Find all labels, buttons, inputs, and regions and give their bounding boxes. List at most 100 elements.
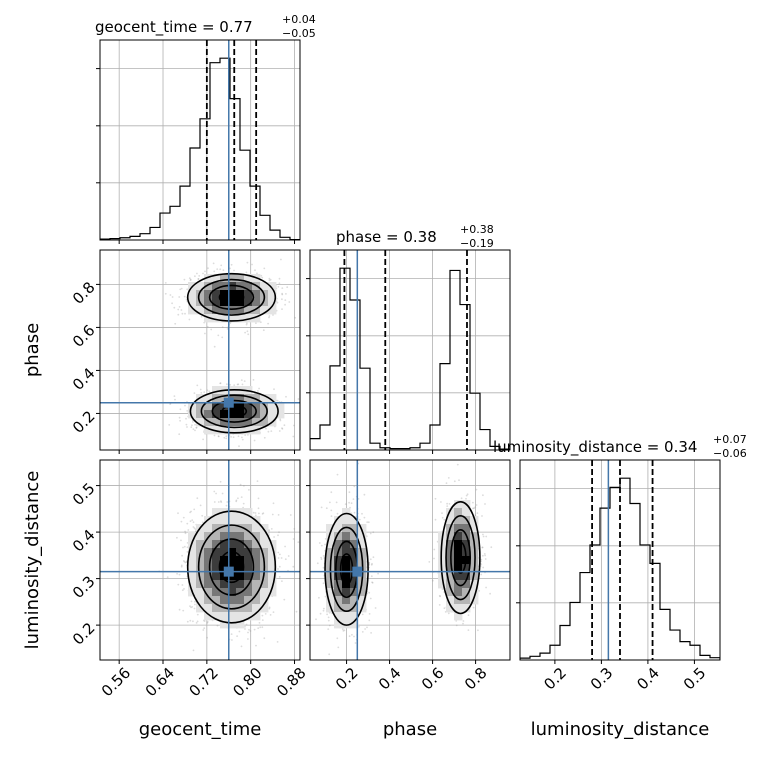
- scatter-panel-geocent-time-vs-luminosity-distance-point-0-1174: [191, 601, 193, 603]
- hist-panel-phase: [306, 250, 510, 454]
- scatter-panel-geocent-time-vs-luminosity-distance-point-0-1530: [179, 609, 181, 611]
- scatter-panel-geocent-time-vs-phase-point-0-203: [261, 277, 263, 279]
- scatter-panel-geocent-time-vs-phase-point-0-102: [184, 313, 186, 315]
- scatter-panel-phase-vs-luminosity-distance-point-0-125: [329, 502, 331, 504]
- scatter-panel-geocent-time-vs-phase-point-1-164: [292, 436, 294, 438]
- scatter-panel-geocent-time-vs-phase-point-0-114: [223, 269, 225, 271]
- scatter-panel-geocent-time-vs-phase-point-0-463: [204, 333, 206, 335]
- scatter-panel-phase-vs-luminosity-distance-point-1-121: [477, 512, 479, 514]
- scatter-panel-geocent-time-vs-luminosity-distance-point-0-235: [248, 629, 250, 631]
- scatter-panel-geocent-time-vs-phase-point-0-581: [204, 271, 206, 273]
- scatter-panel-geocent-time-vs-phase-point-0-656: [184, 296, 186, 298]
- scatter-panel-geocent-time-vs-luminosity-distance-point-0-1079: [253, 512, 255, 514]
- scatter-panel-geocent-time-vs-luminosity-distance-point-0-366: [194, 604, 196, 606]
- scatter-panel-geocent-time-vs-phase-point-0-201: [277, 302, 279, 304]
- scatter-panel-geocent-time-vs-phase-point-1-280: [174, 399, 176, 401]
- scatter-panel-phase-vs-luminosity-distance-point-0-587: [349, 635, 351, 637]
- scatter-panel-geocent-time-vs-phase-truth-marker: [224, 398, 234, 408]
- scatter-panel-geocent-time-vs-phase-point-0-770: [210, 329, 212, 331]
- title-luminosity-distance-minus: −0.06: [713, 447, 747, 460]
- scatter-panel-geocent-time-vs-phase-point-0-364: [281, 298, 283, 300]
- scatter-panel-geocent-time-vs-luminosity-distance-cell-17-7: [236, 516, 244, 524]
- scatter-panel-geocent-time-vs-luminosity-distance-point-0-718: [226, 505, 228, 507]
- scatter-panel-geocent-time-vs-phase-point-1-389: [230, 436, 232, 438]
- scatter-panel-geocent-time-vs-phase-point-0-368: [194, 275, 196, 277]
- scatter-panel-geocent-time-vs-luminosity-distance-point-0-72: [239, 631, 241, 633]
- scatter-panel-geocent-time-vs-luminosity-distance-point-0-1107: [243, 503, 245, 505]
- scatter-panel-phase-vs-luminosity-distance-point-0-549: [353, 486, 355, 488]
- scatter-panel-geocent-time-vs-phase-point-1-782: [200, 389, 202, 391]
- scatter-panel-geocent-time-vs-luminosity-distance-point-0-207: [278, 531, 280, 533]
- scatter-panel-geocent-time-vs-luminosity-distance-point-0-1003: [182, 610, 184, 612]
- scatter-panel-geocent-time-vs-luminosity-distance-point-0-1112: [277, 641, 279, 643]
- scatter-panel-geocent-time-vs-luminosity-distance-point-0-1288: [181, 555, 183, 557]
- scatter-panel-geocent-time-vs-phase-density: [188, 274, 284, 434]
- scatter-panel-phase-vs-luminosity-distance-point-0-761: [371, 564, 373, 566]
- scatter-panel-geocent-time-vs-luminosity-distance-cell-13-8: [204, 524, 212, 532]
- scatter-panel-phase-vs-luminosity-distance-point-0-812: [348, 502, 350, 504]
- scatter-panel-geocent-time-vs-phase-point-1-796: [233, 384, 235, 386]
- scatter-panel-geocent-time-vs-phase-point-1-777: [237, 383, 239, 385]
- scatter-panel-geocent-time-vs-luminosity-distance-truth-marker: [224, 567, 234, 577]
- scatter-panel-geocent-time-vs-phase-point-1-813: [194, 392, 196, 394]
- y-axis-label-luminosity-distance: luminosity_distance: [22, 471, 43, 650]
- scatter-panel-geocent-time-vs-phase-point-1-789: [279, 418, 281, 420]
- title-luminosity-distance-plus: +0.07: [713, 433, 747, 446]
- scatter-panel-geocent-time-vs-phase-point-0-891: [280, 259, 282, 261]
- scatter-panel-geocent-time-vs-phase-point-0-198: [279, 278, 281, 280]
- scatter-panel-geocent-time-vs-phase-point-1-730: [258, 388, 260, 390]
- scatter-panel-geocent-time-vs-luminosity-distance-point-0-1024: [179, 574, 181, 576]
- scatter-panel-geocent-time-vs-phase-point-0-247: [260, 275, 262, 277]
- scatter-panel-geocent-time-vs-phase-point-0-310: [246, 272, 248, 274]
- scatter-panel-geocent-time-vs-luminosity-distance-cell-19-15: [252, 580, 260, 588]
- scatter-panel-geocent-time-vs-luminosity-distance-point-0-1169: [258, 513, 260, 515]
- scatter-panel-geocent-time-vs-luminosity-distance-point-0-399: [243, 485, 245, 487]
- scatter-panel-geocent-time-vs-luminosity-distance-point-0-415: [288, 555, 290, 557]
- scatter-panel-phase-vs-luminosity-distance: [306, 460, 510, 664]
- scatter-panel-phase-vs-luminosity-distance-point-0-310: [362, 631, 364, 633]
- scatter-panel-geocent-time-vs-phase-point-0-762: [285, 293, 287, 295]
- scatter-panel-geocent-time-vs-phase-point-0-121: [267, 323, 269, 325]
- scatter-panel-geocent-time-vs-luminosity-distance-point-0-858: [271, 528, 273, 530]
- scatter-panel-geocent-time-vs-phase-point-0-42: [220, 265, 222, 267]
- scatter-panel-phase-vs-luminosity-distance-point-0-741: [323, 567, 325, 569]
- scatter-panel-geocent-time-vs-phase-point-1-400: [257, 390, 259, 392]
- scatter-panel-geocent-time-vs-luminosity-distance-cell-14-17: [212, 596, 220, 604]
- scatter-panel-geocent-time-vs-luminosity-distance-point-0-1264: [278, 514, 280, 516]
- scatter-panel-phase-vs-luminosity-distance-point-0-81: [323, 610, 325, 612]
- scatter-panel-phase-vs-luminosity-distance-point-0-796: [362, 614, 364, 616]
- scatter-panel-phase-vs-luminosity-distance-point-0-206: [351, 502, 353, 504]
- scatter-panel-geocent-time-vs-luminosity-distance-point-0-1031: [186, 523, 188, 525]
- scatter-panel-geocent-time-vs-luminosity-distance-point-0-444: [261, 626, 263, 628]
- scatter-panel-geocent-time-vs-luminosity-distance-point-0-752: [258, 498, 260, 500]
- scatter-panel-geocent-time-vs-phase-point-0-144: [247, 262, 249, 264]
- scatter-panel-geocent-time-vs-phase-point-0-110: [294, 317, 296, 319]
- scatter-panel-geocent-time-vs-phase-point-1-591: [293, 425, 295, 427]
- scatter-panel-geocent-time-vs-luminosity-distance-point-0-1396: [290, 514, 292, 516]
- scatter-panel-phase-vs-luminosity-distance-point-0-778: [368, 521, 370, 523]
- scatter-panel-geocent-time-vs-phase-point-0-637: [165, 293, 167, 295]
- scatter-panel-geocent-time-vs-luminosity-distance-point-0-567: [193, 526, 195, 528]
- scatter-panel-phase-vs-luminosity-distance-point-0-653: [330, 510, 332, 512]
- scatter-panel-geocent-time-vs-phase-point-1-774: [226, 383, 228, 385]
- scatter-panel-phase-vs-luminosity-distance-point-0-103: [337, 513, 339, 515]
- scatter-panel-geocent-time-vs-phase-point-1-201: [277, 400, 279, 402]
- scatter-panel-phase-vs-luminosity-distance-point-0-720: [349, 491, 351, 493]
- scatter-panel-geocent-time-vs-phase-point-0-537: [246, 322, 248, 324]
- scatter-panel-geocent-time-vs-phase-point-1-439: [186, 426, 188, 428]
- scatter-panel-geocent-time-vs-luminosity-distance-point-0-233: [193, 509, 195, 511]
- scatter-panel-phase-vs-luminosity-distance-point-0-23: [370, 598, 372, 600]
- hist-panel-geocent-time-steps: [100, 58, 300, 240]
- scatter-panel-geocent-time-vs-luminosity-distance-point-0-356: [293, 538, 295, 540]
- scatter-panel-geocent-time-vs-phase: [96, 250, 308, 454]
- scatter-panel-geocent-time-vs-luminosity-distance-cell-20-16: [260, 588, 268, 596]
- scatter-panel-geocent-time-vs-phase-point-1-513: [196, 385, 198, 387]
- scatter-panel-geocent-time-vs-luminosity-distance-point-0-668: [187, 621, 189, 623]
- scatter-panel-geocent-time-vs-phase-point-0-898: [165, 282, 167, 284]
- scatter-panel-geocent-time-vs-luminosity-distance-point-0-1154: [189, 512, 191, 514]
- scatter-panel-geocent-time-vs-phase-point-0-899: [190, 279, 192, 281]
- scatter-panel-phase-vs-luminosity-distance-point-0-205: [319, 542, 321, 544]
- scatter-panel-geocent-time-vs-phase-point-1-390: [214, 435, 216, 437]
- scatter-panel-phase-vs-luminosity-distance-point-1-316: [481, 515, 483, 517]
- scatter-panel-geocent-time-vs-luminosity-distance-point-0-1303: [194, 601, 196, 603]
